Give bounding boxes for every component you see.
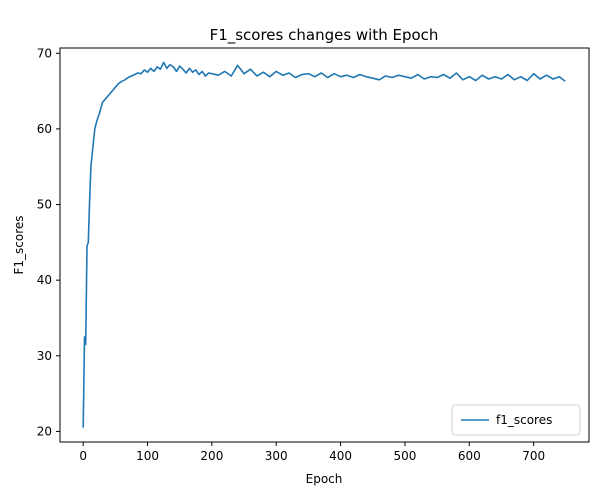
x-tick-label: 200 [200,449,223,463]
x-tick-label: 500 [393,449,416,463]
x-tick-label: 400 [329,449,352,463]
y-tick-label: 30 [37,349,52,363]
y-axis: 20 30 40 50 60 70 [37,46,60,438]
y-tick-label: 60 [37,122,52,136]
x-tick-label: 300 [265,449,288,463]
x-tick-label: 700 [522,449,545,463]
legend-label: f1_scores [496,413,552,427]
y-axis-label: F1_scores [12,215,26,274]
x-tick-label: 100 [136,449,159,463]
legend-box [451,404,581,436]
y-tick-label: 50 [37,198,52,212]
x-tick-label: 0 [79,449,87,463]
series-line-f1_scores [82,61,566,428]
x-axis: 0 100 200 300 400 500 600 700 [79,442,545,463]
plot-area-frame [59,47,590,443]
legend: f1_scores [451,404,581,436]
x-axis-label: Epoch [306,472,343,486]
y-tick-label: 40 [37,273,52,287]
chart-title: F1_scores changes with Epoch [210,26,439,45]
x-tick-label: 600 [458,449,481,463]
y-tick-label: 70 [37,46,52,60]
y-tick-label: 20 [37,424,52,438]
series-layer [82,61,566,428]
